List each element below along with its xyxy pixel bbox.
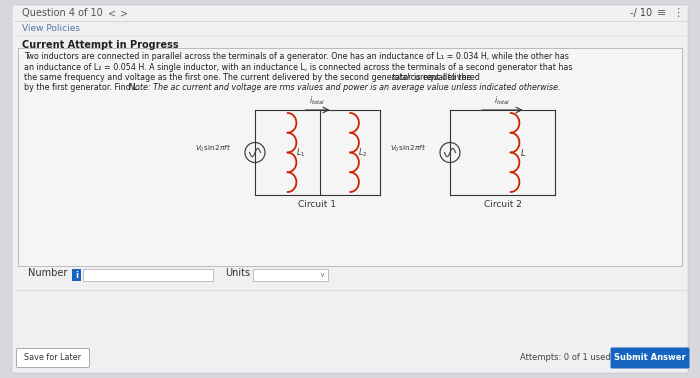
Text: Circuit 2: Circuit 2 — [484, 200, 522, 209]
Text: by the first generator. Find L.: by the first generator. Find L. — [24, 84, 143, 93]
Text: <: < — [108, 8, 116, 18]
Text: Two inductors are connected in parallel across the terminals of a generator. One: Two inductors are connected in parallel … — [24, 52, 569, 61]
FancyBboxPatch shape — [18, 48, 682, 266]
FancyBboxPatch shape — [17, 349, 90, 367]
Text: an inductance of L₂ = 0.054 H. A single inductor, with an inductance L, is conne: an inductance of L₂ = 0.054 H. A single … — [24, 62, 573, 71]
Text: ​ current delivered: ​ current delivered — [408, 73, 480, 82]
Text: ≡: ≡ — [657, 8, 666, 18]
Text: Question 4 of 10: Question 4 of 10 — [22, 8, 103, 18]
Text: i: i — [75, 271, 78, 279]
Text: $V_0 \sin 2\pi ft$: $V_0 \sin 2\pi ft$ — [390, 143, 426, 154]
Text: $V_0 \sin 2\pi ft$: $V_0 \sin 2\pi ft$ — [195, 143, 232, 154]
Text: ∨: ∨ — [319, 272, 325, 278]
Text: Attempts: 0 of 1 used: Attempts: 0 of 1 used — [520, 353, 610, 363]
Text: Circuit 1: Circuit 1 — [298, 200, 337, 209]
Text: $L_1$: $L_1$ — [295, 146, 304, 159]
Text: $i_{total}$: $i_{total}$ — [494, 94, 511, 107]
FancyBboxPatch shape — [12, 5, 688, 373]
Text: total: total — [391, 73, 409, 82]
Text: $L_2$: $L_2$ — [358, 146, 367, 159]
Text: Current Attempt in Progress: Current Attempt in Progress — [22, 40, 178, 50]
FancyBboxPatch shape — [72, 269, 81, 281]
Text: ⋮: ⋮ — [672, 8, 683, 18]
Text: the same frequency and voltage as the first one. The current delivered by the se: the same frequency and voltage as the fi… — [24, 73, 474, 82]
FancyBboxPatch shape — [83, 269, 213, 281]
Text: View Policies: View Policies — [22, 24, 80, 33]
Text: Submit Answer: Submit Answer — [614, 353, 686, 363]
Text: $L$: $L$ — [521, 147, 526, 158]
Text: >: > — [120, 8, 128, 18]
FancyBboxPatch shape — [253, 269, 328, 281]
Text: Units: Units — [225, 268, 250, 278]
FancyBboxPatch shape — [610, 347, 690, 369]
Text: -/ 10: -/ 10 — [630, 8, 652, 18]
Text: Number: Number — [28, 268, 67, 278]
Text: Note: ​The ac current and voltage are rms values and power is an average value u: Note: ​The ac current and voltage are rm… — [129, 84, 560, 93]
Text: $i_{total}$: $i_{total}$ — [309, 94, 326, 107]
Text: Save for Later: Save for Later — [25, 353, 81, 363]
